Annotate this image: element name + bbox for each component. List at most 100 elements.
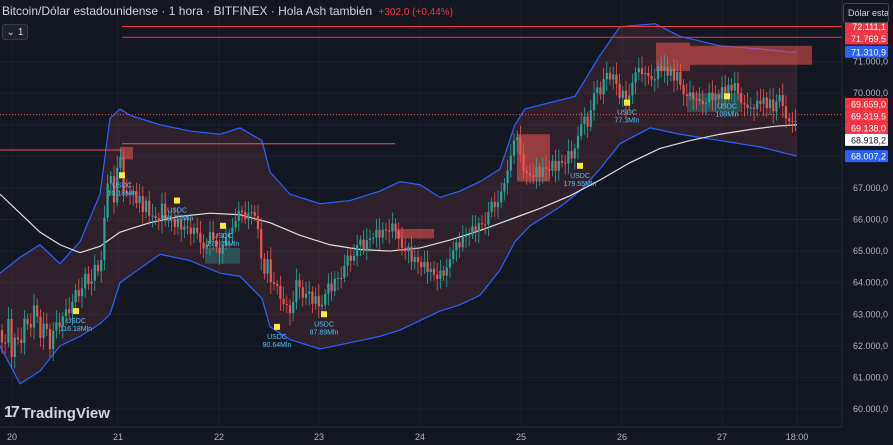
candle-body xyxy=(234,220,237,228)
candle-body xyxy=(269,259,272,283)
candle-body xyxy=(0,330,4,343)
band-fill xyxy=(0,23,797,384)
candle-body xyxy=(775,101,778,112)
candle-body xyxy=(244,211,247,220)
candle-body xyxy=(13,337,16,357)
candle-body xyxy=(727,84,730,96)
candle-body xyxy=(423,261,426,268)
candle-body xyxy=(7,318,10,343)
candle-body xyxy=(784,106,788,119)
candle-body xyxy=(487,211,490,225)
candle-body xyxy=(170,216,173,220)
candle-body xyxy=(695,98,698,100)
candle-body xyxy=(458,242,461,248)
candle-body xyxy=(772,99,775,112)
price-label-box xyxy=(845,133,888,146)
x-tick-label: 25 xyxy=(516,432,526,442)
candle-body xyxy=(420,262,423,268)
candle-body xyxy=(391,223,394,232)
candle-body xyxy=(61,316,64,327)
candle-body xyxy=(346,255,349,266)
candle-body xyxy=(196,227,199,233)
candles xyxy=(0,54,797,369)
candle-body xyxy=(221,245,224,254)
candle-body xyxy=(154,215,157,219)
price-label-box xyxy=(845,32,888,45)
y-tick-label: 63.000,0 xyxy=(853,309,888,319)
marker-label: USDC xyxy=(167,208,187,215)
x-tick-label: 26 xyxy=(617,432,627,442)
indicator-collapse-button[interactable]: ⌄ 1 xyxy=(2,24,28,40)
candle-body xyxy=(404,247,407,252)
candle-body xyxy=(682,84,685,95)
candle-body xyxy=(676,71,679,81)
candle-body xyxy=(573,148,576,159)
marker-amount: 77.3Mln xyxy=(615,118,640,125)
candle-body xyxy=(692,92,695,99)
x-tick-label: 18:00 xyxy=(786,432,809,442)
y-tick-label: 60.000,0 xyxy=(853,404,888,414)
candle-body xyxy=(468,234,471,236)
candle-body xyxy=(308,291,311,294)
candle-body xyxy=(407,246,410,252)
candle-body xyxy=(496,202,500,208)
candle-body xyxy=(791,120,794,122)
candle-body xyxy=(621,90,624,98)
candle-body xyxy=(180,219,183,230)
zone-box xyxy=(690,45,812,65)
candle-body xyxy=(116,167,119,203)
candle-body xyxy=(87,273,90,284)
x-tick-label: 27 xyxy=(717,432,727,442)
candle-body xyxy=(148,200,151,216)
x-tick-label: 20 xyxy=(7,432,17,442)
candle-body xyxy=(730,84,733,91)
candle-body xyxy=(327,283,330,294)
candle-body xyxy=(656,65,660,80)
candle-body xyxy=(256,216,260,229)
price-change: +302,0 (+0,44%) xyxy=(378,7,454,18)
candle-body xyxy=(429,268,432,272)
marker-label: USDC xyxy=(267,334,287,341)
candle-body xyxy=(669,68,672,76)
candle-body xyxy=(724,86,727,96)
candle-body xyxy=(340,277,343,279)
candle-body xyxy=(103,217,106,260)
x-tick-label: 21 xyxy=(113,432,123,442)
candle-body xyxy=(794,120,797,122)
symbol-title[interactable]: Bitcoin/Dólar estadounidense · 1 hora · … xyxy=(2,4,373,18)
price-label-box xyxy=(845,109,888,122)
candle-body xyxy=(272,282,276,284)
candle-body xyxy=(439,270,442,279)
candle-body xyxy=(253,212,256,217)
marker-label: USDC xyxy=(112,182,132,189)
currency-selector[interactable]: Dólar esta xyxy=(843,3,889,23)
y-tick-label: 65.000,0 xyxy=(853,246,888,256)
price-label-text: 68.918,2 xyxy=(851,135,886,145)
candle-body xyxy=(71,302,74,314)
candle-body xyxy=(125,190,128,193)
candle-body xyxy=(311,291,314,304)
candle-body xyxy=(554,160,557,171)
candle-body xyxy=(109,176,112,184)
candle-body xyxy=(666,66,669,76)
candle-body xyxy=(4,342,7,344)
candle-body xyxy=(535,167,538,177)
marker-label: USDC xyxy=(617,110,637,117)
candle-body xyxy=(544,167,548,169)
candle-body xyxy=(45,323,48,329)
candle-body xyxy=(580,124,583,136)
candle-body xyxy=(29,324,32,328)
candle-body xyxy=(455,242,458,251)
candle-body xyxy=(436,274,439,279)
candle-body xyxy=(231,227,234,234)
candle-body xyxy=(93,264,96,281)
candle-body xyxy=(740,93,743,104)
candle-body xyxy=(442,270,445,276)
tradingview-logo[interactable]: 17 TradingView xyxy=(4,404,110,422)
candle-body xyxy=(100,259,103,272)
candle-body xyxy=(77,290,80,297)
candle-body xyxy=(599,87,602,95)
candle-body xyxy=(736,83,740,94)
candle-body xyxy=(516,137,519,141)
